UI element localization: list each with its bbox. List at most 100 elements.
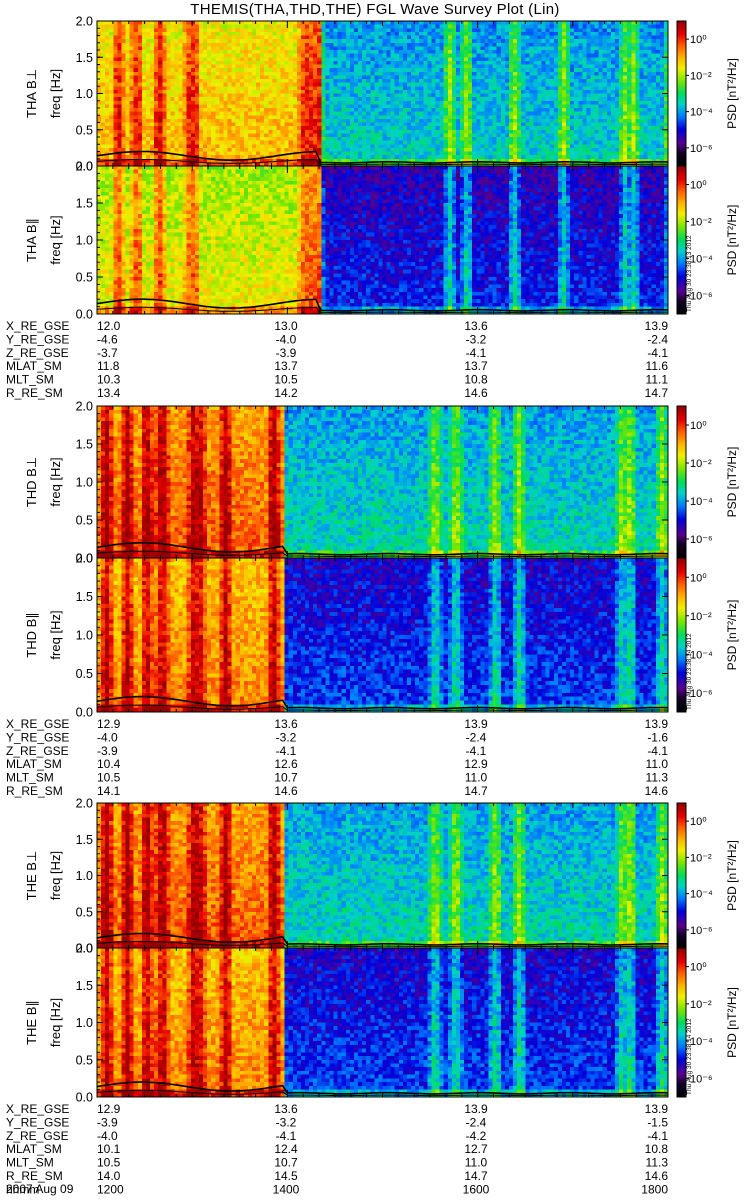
y-tick-label: 1.5 <box>76 197 93 211</box>
y-tick-label: 1.5 <box>76 590 93 604</box>
ephemeris-value: 10.8 <box>464 373 488 387</box>
colorbar-label: PSD [nT²/Hz] <box>725 58 739 129</box>
y-tick-label: 2.0 <box>76 797 93 811</box>
spectrogram-panel-tha-bpar: 0.0 0.5 1.0 1.5 2.0 THA B∥ freq [Hz] 10⁰ 10⁻² 10⁻… <box>24 160 739 322</box>
colorbar <box>677 166 686 314</box>
ephemeris-value: 13.0 <box>274 319 298 333</box>
colorbar-tick-label: 10⁻² <box>690 458 712 470</box>
y-tick-label: 0.0 <box>76 942 93 956</box>
colorbar-tick-label: 10⁻² <box>690 999 712 1011</box>
y-tick-label: 1.0 <box>76 629 93 643</box>
colorbar-tick-label: 10⁰ <box>690 34 707 46</box>
y-tick-label: 1.5 <box>76 51 93 65</box>
ephemeris-value: 10.1 <box>97 1142 121 1156</box>
ephemeris-value: 10.5 <box>97 771 121 785</box>
y-tick-label: 0.5 <box>76 667 93 681</box>
ephemeris-value: -4.2 <box>466 1129 487 1143</box>
ephemeris-value: 12.9 <box>97 1102 121 1116</box>
y-axis-label: freq [Hz] <box>48 69 63 118</box>
plot-timestamp: Thu Aug 30 23:38:13 2012 <box>686 235 693 312</box>
ephemeris-value: -4.1 <box>466 744 487 758</box>
y-tick-label: 0.5 <box>76 905 93 919</box>
colorbar <box>677 558 686 712</box>
ephemeris-value: 13.9 <box>645 1102 669 1116</box>
heatmap-image <box>97 558 668 712</box>
colorbar-tick-label: 10⁻⁶ <box>690 143 713 155</box>
colorbar-tick-label: 10⁻² <box>690 611 712 623</box>
ephemeris-value: 11.0 <box>465 771 488 785</box>
ephemeris-value: 14.0 <box>97 1169 121 1183</box>
ephemeris-value: -4.1 <box>647 744 668 758</box>
y-tick-label: 1.0 <box>76 1016 93 1030</box>
ephemeris-value: -1.6 <box>647 730 668 744</box>
colorbar-tick-label: 10⁻⁶ <box>690 688 713 700</box>
colorbar <box>677 948 686 1097</box>
y-tick-label: 0.0 <box>76 308 93 322</box>
ephemeris-value: -2.4 <box>647 332 668 346</box>
ephemeris-value: -3.2 <box>276 1115 297 1129</box>
colorbar-tick-label: 10⁻⁴ <box>690 889 713 901</box>
ephemeris-value: 10.7 <box>274 1156 298 1170</box>
y-axis-label: freq [Hz] <box>48 610 63 659</box>
ephemeris-value: -3.2 <box>466 332 487 346</box>
ephemeris-value: 10.8 <box>645 1142 669 1156</box>
spectrogram-panel-the-bpar: 0.0 0.5 1.0 1.5 2.0 THE B∥ freq [Hz] 10⁰ 10⁻² 10⁻… <box>24 942 739 1105</box>
chart-title: THEMIS(THA,THD,THE) FGL Wave Survey Plot… <box>190 1 560 18</box>
colorbar-tick-label: 10⁻² <box>690 852 712 864</box>
panel-label: THE B⊥ <box>24 851 39 901</box>
ephemeris-row-label: X_RE_GSE <box>6 319 69 333</box>
ephemeris-value: 11.0 <box>465 1156 488 1170</box>
ephemeris-value: -2.4 <box>466 730 487 744</box>
y-tick-label: 1.0 <box>76 234 93 248</box>
ephemeris-value: 13.9 <box>464 1102 488 1116</box>
colorbar-tick-label: 10⁻⁶ <box>690 534 713 546</box>
ephemeris-value: 14.6 <box>274 784 298 798</box>
ephemeris-value: 12.4 <box>274 1142 298 1156</box>
spectrogram-panel-thd-bperp: 0.0 0.5 1.0 1.5 2.0 THD B⊥ freq [Hz] 10⁰ 10⁻² 10⁻… <box>24 400 739 566</box>
colorbar-tick-label: 10⁰ <box>690 816 707 828</box>
heatmap-image <box>97 803 668 948</box>
colorbar-tick-label: 10⁻⁶ <box>690 291 713 303</box>
y-axis-label: freq [Hz] <box>48 851 63 900</box>
colorbar <box>677 803 686 948</box>
ephemeris-value: 1800 <box>641 1182 668 1196</box>
ephemeris-value: 12.0 <box>97 319 121 333</box>
ephemeris-row-label: R_RE_SM <box>6 386 63 400</box>
ephemeris-row-label: MLT_SM <box>6 1156 54 1170</box>
ephemeris-value: 13.9 <box>645 717 669 731</box>
ephemeris-value: -4.1 <box>647 1129 668 1143</box>
colorbar-tick-label: 10⁰ <box>690 572 707 584</box>
y-tick-label: 2.0 <box>76 942 93 956</box>
heatmap-image <box>97 406 668 558</box>
ephemeris-value: -4.0 <box>276 332 297 346</box>
ephemeris-value: 14.7 <box>645 386 669 400</box>
ephemeris-value: 14.7 <box>464 1169 488 1183</box>
ephemeris-value: -2.4 <box>466 1115 487 1129</box>
ephemeris-value: 13.7 <box>274 359 298 373</box>
ephemeris-value: 13.4 <box>97 386 121 400</box>
colorbar-label: PSD [nT²/Hz] <box>725 447 739 518</box>
panel-label: THE B∥ <box>24 1000 39 1045</box>
ephemeris-value: 14.7 <box>464 784 488 798</box>
colorbar <box>677 21 686 166</box>
colorbar-tick-label: 10⁰ <box>690 420 707 432</box>
spectrogram-panel-thd-bpar: 0.0 0.5 1.0 1.5 2.0 THD B∥ freq [Hz] 10⁰ 10⁻² 10⁻… <box>24 552 739 720</box>
ephemeris-value: -3.7 <box>97 346 118 360</box>
colorbar-frame <box>676 947 687 1098</box>
ephemeris-row-label: Y_RE_GSE <box>6 332 69 346</box>
ephemeris-value: 13.6 <box>464 319 488 333</box>
colorbar-label: PSD [nT²/Hz] <box>725 987 739 1058</box>
ephemeris-value: 14.6 <box>645 784 669 798</box>
y-tick-label: 2.0 <box>76 160 93 174</box>
ephemeris-value: 12.9 <box>464 757 488 771</box>
colorbar-tick-label: 10⁻⁶ <box>690 1073 713 1085</box>
ephemeris-value: -4.1 <box>276 1129 297 1143</box>
ephemeris-value: 10.3 <box>97 373 121 387</box>
ephemeris-value: -3.9 <box>97 744 118 758</box>
y-tick-label: 0.5 <box>76 271 93 285</box>
colorbar-label: PSD [nT²/Hz] <box>725 205 739 276</box>
ephemeris-value: -4.1 <box>647 346 668 360</box>
colorbar-label: PSD [nT²/Hz] <box>725 840 739 911</box>
y-tick-label: 0.0 <box>76 1091 93 1105</box>
